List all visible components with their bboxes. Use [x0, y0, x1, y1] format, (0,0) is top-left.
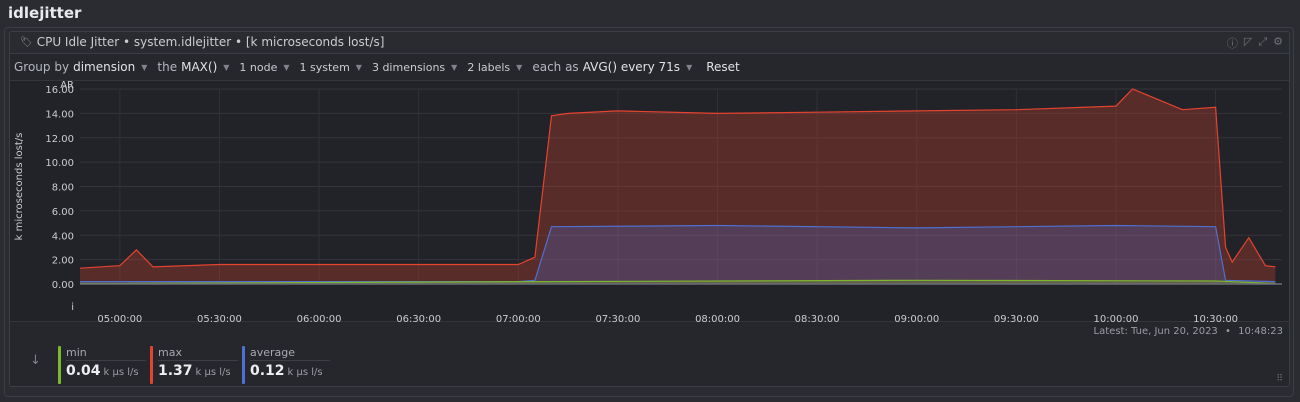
legend-color-bar — [242, 346, 245, 384]
legend-item-max[interactable]: max 1.37 k µs l/s — [150, 346, 238, 384]
x-tick-label: 09:00:00 — [894, 314, 939, 323]
chart-panel: 🏷 CPU Idle Jitter • system.idlejitter • … — [9, 31, 1290, 387]
each-as-label: each as — [532, 60, 579, 74]
chart-svg[interactable]: 16.00 14.00 12.00 10.00 8.00 6.00 4.00 2.00 0.00… — [10, 81, 1289, 323]
chart-toolbar: Group by dimension ▼ the MAX() ▼ 1 node … — [10, 55, 1289, 79]
y-top-label: AR — [60, 81, 74, 91]
tag-icon: 🏷 — [20, 36, 33, 48]
each-as-value: AVG() every 71s — [582, 60, 681, 74]
latest-clock: 10:48:23 — [1238, 326, 1283, 337]
group-by-value: dimension — [73, 60, 136, 74]
latest-timestamp: Latest: Tue, Jun 20, 2023 • 10:48:23 — [1094, 326, 1283, 337]
systems-dropdown[interactable]: 1 system ▼ — [300, 61, 362, 74]
x-tick-label: 06:00:00 — [297, 314, 342, 323]
group-by-dropdown[interactable]: Group by dimension ▼ — [14, 60, 147, 74]
series-line-average — [80, 224, 1276, 283]
chevron-down-icon: ▼ — [451, 62, 458, 72]
x-tick-label: 07:00:00 — [496, 314, 541, 323]
chart-legend: ↓ min 0.04 k µs l/s max 1.37 k µs l/s aver… — [10, 342, 1289, 388]
y-tick-label: 8.00 — [52, 183, 74, 194]
latest-date: Tue, Jun 20, 2023 — [1131, 326, 1218, 337]
legend-item-average[interactable]: average 0.12 k µs l/s — [242, 346, 330, 384]
x-tick-label: 05:30:00 — [197, 314, 242, 323]
aggregation-dropdown[interactable]: the MAX() ▼ — [157, 60, 229, 74]
y-bottom-label: i — [71, 302, 74, 313]
latest-separator: • — [1224, 326, 1231, 337]
resize-handle-icon[interactable]: ⠿ — [1276, 374, 1283, 384]
reset-button[interactable]: Reset — [706, 60, 740, 74]
systems-value: 1 system — [299, 60, 350, 74]
x-tick-label: 10:00:00 — [1094, 314, 1139, 323]
x-tick-label: 08:00:00 — [695, 314, 740, 323]
nodes-dropdown[interactable]: 1 node ▼ — [239, 61, 289, 74]
y-tick-label: 0.00 — [52, 280, 74, 291]
legend-item-min[interactable]: min 0.04 k µs l/s — [58, 346, 146, 384]
legend-unit: k µs l/s — [287, 367, 323, 378]
x-tick-label: 09:30:00 — [994, 314, 1039, 323]
legend-value: 0.04 — [66, 363, 101, 379]
series-area-min — [80, 280, 1276, 284]
chevron-down-icon: ▼ — [283, 62, 290, 72]
arrow-down-icon[interactable]: ↓ — [30, 353, 41, 368]
nodes-value: 1 node — [239, 60, 278, 74]
labels-dropdown[interactable]: 2 labels ▼ — [467, 61, 522, 74]
panel-title-text: CPU Idle Jitter • system.idlejitter • [k… — [36, 35, 385, 49]
each-as-dropdown[interactable]: each as AVG() every 71s ▼ — [532, 60, 692, 74]
group-by-label: Group by — [14, 60, 70, 74]
panel-title: 🏷 CPU Idle Jitter • system.idlejitter • … — [20, 35, 384, 49]
y-tick-label: 6.00 — [52, 207, 74, 218]
legend-color-bar — [150, 346, 153, 384]
legend-name: max — [158, 346, 238, 361]
series-area-average — [80, 225, 1276, 284]
x-tick-label: 08:30:00 — [795, 314, 840, 323]
y-tick-label: 4.00 — [52, 231, 74, 242]
y-tick-label: 2.00 — [52, 256, 74, 267]
dimensions-value: 3 dimensions — [371, 60, 446, 74]
series-line-max — [79, 88, 1276, 269]
chevron-down-icon: ▼ — [355, 62, 362, 72]
y-tick-label: 16.00 — [45, 85, 74, 96]
settings-icon[interactable]: ⚙ — [1273, 35, 1283, 48]
latest-label: Latest: — [1093, 326, 1128, 337]
legend-name: min — [66, 346, 146, 361]
legend-unit: k µs l/s — [195, 367, 231, 378]
x-tick-label: 05:00:00 — [97, 314, 142, 323]
x-tick-label: 10:30:00 — [1193, 314, 1238, 323]
y-tick-label: 10.00 — [45, 158, 74, 169]
agg-value: MAX() — [181, 60, 218, 74]
x-tick-label: 07:30:00 — [595, 314, 640, 323]
series-line-min — [79, 279, 1276, 285]
dimensions-dropdown[interactable]: 3 dimensions ▼ — [372, 61, 457, 74]
chevron-down-icon: ▼ — [141, 62, 148, 72]
expand-icon[interactable]: ⤢ — [1258, 35, 1268, 48]
legend-name: average — [250, 346, 330, 361]
y-tick-label: 14.00 — [45, 109, 74, 120]
legend-unit: k µs l/s — [103, 367, 139, 378]
header-icons: ⓘ ◸ ⤢ ⚙ — [1227, 35, 1283, 51]
chevron-down-icon: ▼ — [686, 62, 693, 72]
chevron-down-icon: ▼ — [223, 62, 230, 72]
series-area-max — [80, 89, 1276, 284]
chevron-down-icon: ▼ — [516, 62, 523, 72]
x-tick-label: 06:30:00 — [396, 314, 441, 323]
legend-value: 0.12 — [250, 363, 285, 379]
chart-card — [4, 27, 1294, 397]
chart-area[interactable]: 16.00 14.00 12.00 10.00 8.00 6.00 4.00 2.00 0.00… — [10, 80, 1289, 323]
panel-header: 🏷 CPU Idle Jitter • system.idlejitter • … — [10, 32, 1289, 54]
y-tick-label: 12.00 — [45, 134, 74, 145]
labels-value: 2 labels — [467, 60, 511, 74]
info-icon[interactable]: ⓘ — [1226, 37, 1238, 50]
section-title: idlejitter — [8, 4, 82, 22]
legend-value: 1.37 — [158, 363, 193, 379]
y-axis-label: k microseconds lost/s — [14, 133, 25, 241]
bookmark-icon[interactable]: ◸ — [1243, 35, 1253, 48]
legend-color-bar — [58, 346, 61, 384]
agg-label: the — [157, 60, 178, 74]
